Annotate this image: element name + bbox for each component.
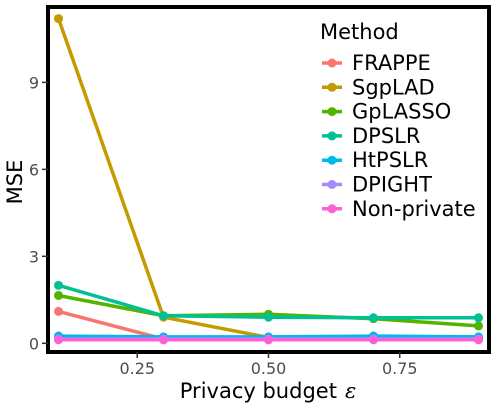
legend-item-dpight: DPIGHT xyxy=(322,173,432,197)
point-non-private xyxy=(159,335,168,345)
legend-item-frappe: FRAPPE xyxy=(322,51,431,75)
legend-label: FRAPPE xyxy=(352,51,431,75)
plot-marks xyxy=(54,14,483,345)
legend-key-point xyxy=(327,180,337,189)
x-tick-label: 0.25 xyxy=(119,359,155,378)
legend-item-sgplad: SgpLAD xyxy=(322,75,435,99)
legend-item-non-private: Non-private xyxy=(322,197,476,221)
x-axis-title-text: Privacy budget xyxy=(180,379,337,403)
legend-key-point xyxy=(327,58,337,68)
legend: Method FRAPPESgpLADGpLASSODPSLRHtPSLRDPI… xyxy=(320,20,476,221)
point-dpslr xyxy=(264,312,273,322)
legend-label: SgpLAD xyxy=(352,75,435,99)
legend-label: HtPSLR xyxy=(352,148,428,172)
series-dpslr xyxy=(54,280,483,323)
point-non-private xyxy=(264,335,273,345)
axis-ticks: 0 3 6 9 0.25 0.50 0.75 xyxy=(29,73,418,378)
x-tick-label: 0.50 xyxy=(251,359,287,378)
point-non-private xyxy=(54,335,63,345)
y-tick-label: 6 xyxy=(29,160,39,179)
legend-key-point xyxy=(327,131,337,141)
legend-key-point xyxy=(327,155,337,165)
series-gplasso xyxy=(54,290,483,331)
x-tick-label: 0.75 xyxy=(382,359,418,378)
y-axis-title: MSE xyxy=(3,160,27,205)
legend-key-point xyxy=(327,107,337,117)
y-tick-label: 0 xyxy=(29,334,39,353)
point-non-private xyxy=(369,335,378,345)
legend-title: Method xyxy=(320,20,399,44)
point-dpslr xyxy=(369,313,378,323)
legend-item-dpslr: DPSLR xyxy=(322,124,420,148)
legend-label: Non-private xyxy=(352,197,476,221)
point-gplasso xyxy=(474,321,483,331)
series-non-private xyxy=(54,335,483,345)
legend-key-point xyxy=(327,204,337,214)
legend-key-point xyxy=(327,82,337,92)
legend-item-htpslr: HtPSLR xyxy=(322,148,428,172)
point-frappe xyxy=(54,306,63,316)
x-axis-title: Privacy budget ε xyxy=(180,379,356,403)
point-sgplad xyxy=(54,14,63,24)
point-non-private xyxy=(474,335,483,345)
legend-label: DPSLR xyxy=(352,124,420,148)
y-tick-label: 9 xyxy=(29,73,39,92)
point-gplasso xyxy=(54,290,63,300)
legend-items: FRAPPESgpLADGpLASSODPSLRHtPSLRDPIGHTNon-… xyxy=(322,51,476,221)
legend-label: GpLASSO xyxy=(352,100,451,124)
point-dpslr xyxy=(474,313,483,323)
legend-label: DPIGHT xyxy=(352,173,432,197)
x-axis-title-symbol: ε xyxy=(345,379,356,403)
legend-item-gplasso: GpLASSO xyxy=(322,100,451,124)
point-dpslr xyxy=(159,311,168,321)
y-tick-label: 3 xyxy=(29,247,39,266)
point-dpslr xyxy=(54,280,63,290)
